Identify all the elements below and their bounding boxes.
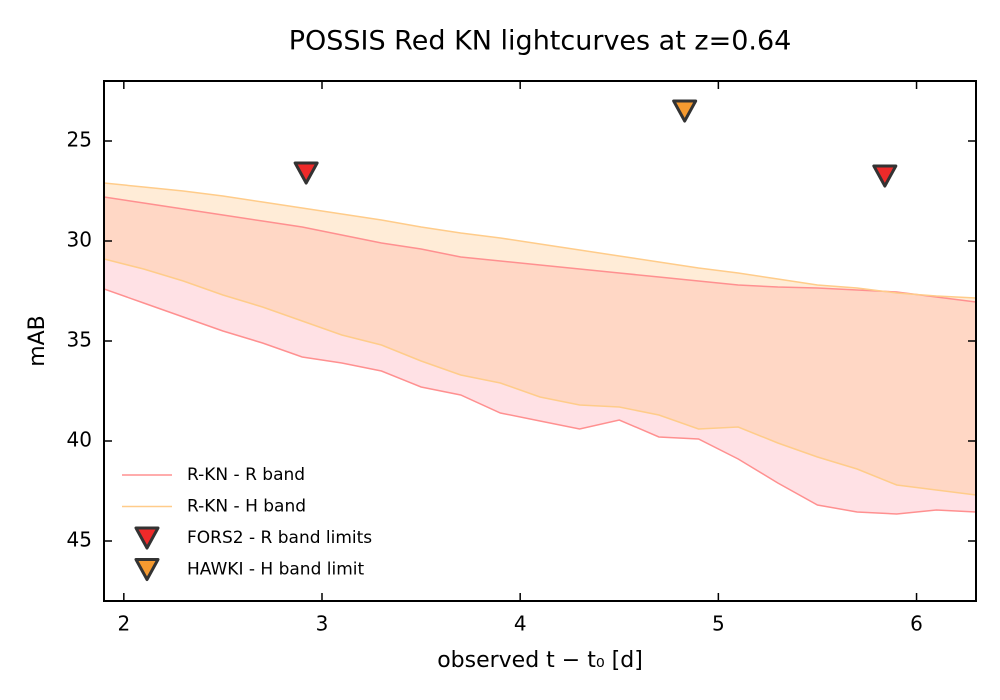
- y-tick-label: 45: [67, 528, 92, 552]
- x-tick-label: 5: [712, 612, 725, 636]
- band-line: [104, 196, 976, 303]
- legend-label: R-KN - H band: [187, 497, 306, 517]
- legend-swatch: [134, 526, 160, 550]
- legend-label: R-KN - R band: [187, 465, 305, 485]
- plot-area: [104, 182, 976, 515]
- band-line: [104, 182, 976, 299]
- band-line: [104, 288, 976, 515]
- y-tick-label: 30: [67, 228, 92, 252]
- y-axis-label: mAB: [25, 315, 50, 367]
- x-tick-label: 4: [514, 612, 527, 636]
- x-axis-label: observed t − t₀ [d]: [437, 648, 643, 673]
- y-tick-label: 25: [67, 128, 92, 152]
- upper-limit-marker: [672, 99, 698, 123]
- upper-limit-marker: [293, 161, 319, 185]
- upper-limit-marker: [872, 164, 898, 188]
- legend-swatch: [134, 558, 160, 581]
- y-tick-label: 35: [67, 328, 92, 352]
- band-fill: [104, 183, 976, 495]
- legend-label: HAWKI - H band limit: [187, 560, 364, 580]
- x-tick-label: 6: [910, 612, 923, 636]
- chart-title: POSSIS Red KN lightcurves at z=0.64: [289, 26, 792, 57]
- band-line: [104, 258, 976, 496]
- y-tick-label: 40: [67, 428, 92, 452]
- x-tick-label: 3: [316, 612, 329, 636]
- legend-label: FORS2 - R band limits: [187, 528, 372, 548]
- x-tick-label: 2: [117, 612, 130, 636]
